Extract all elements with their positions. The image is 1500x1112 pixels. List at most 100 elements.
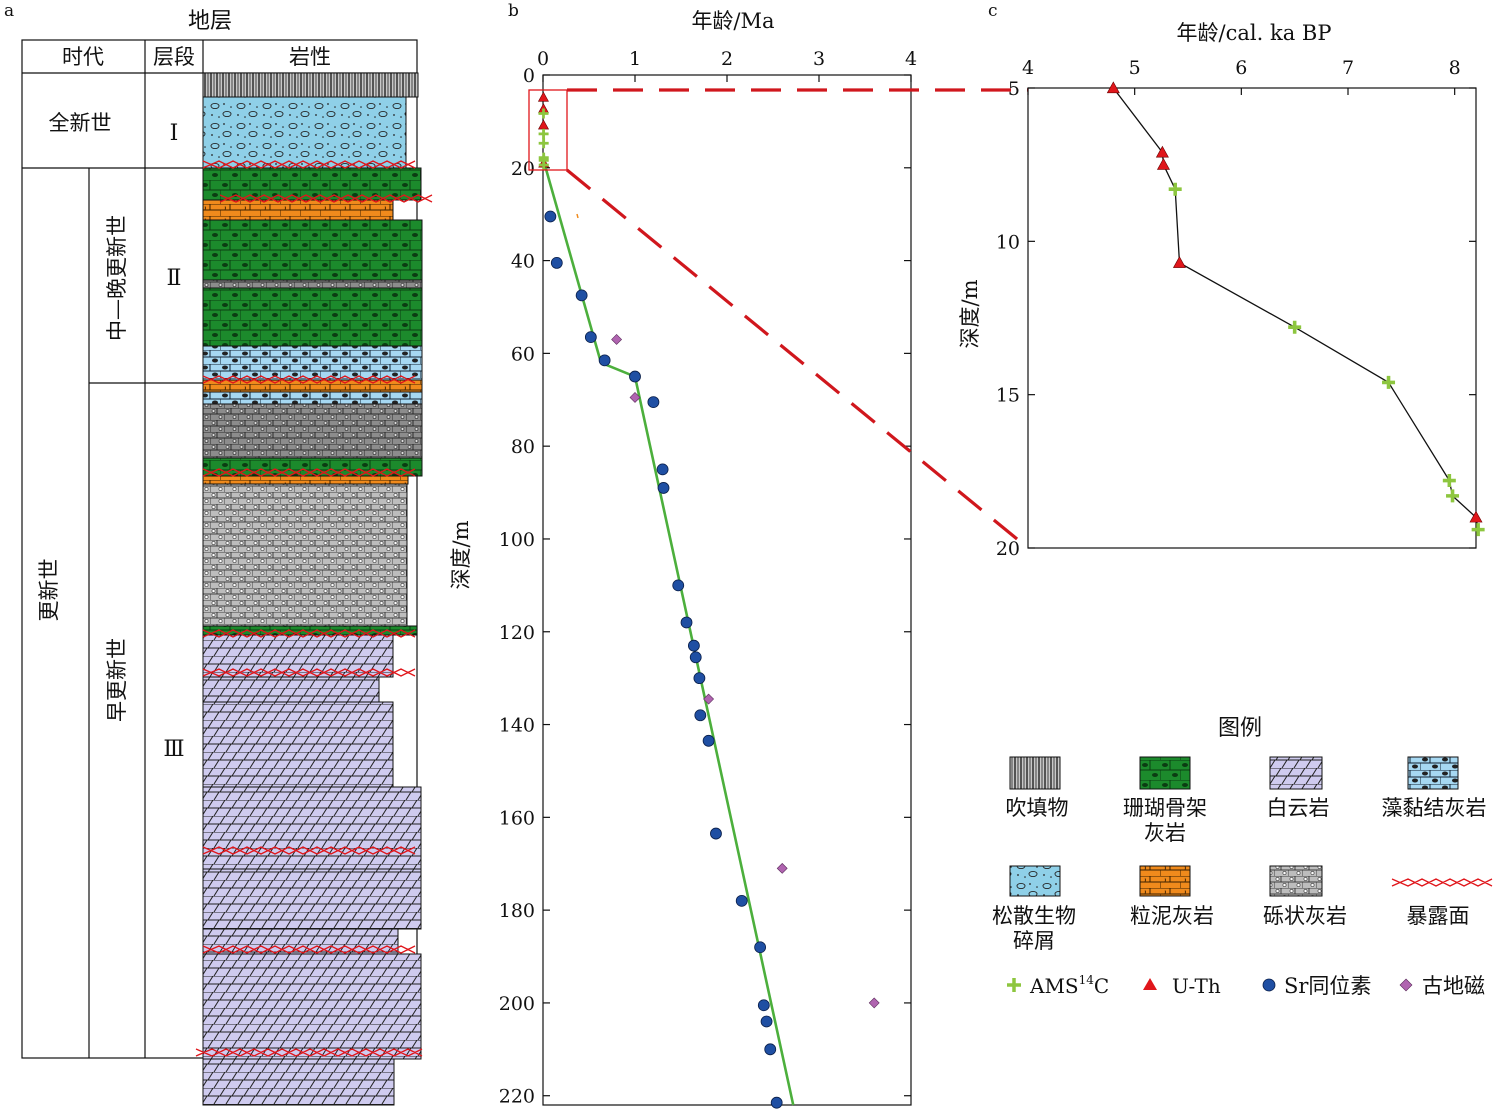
legend-marker-ams: AMS14C [1007,973,1109,998]
y-tick-label: 60 [511,343,535,365]
epoch-early-pleistocene: 早更新世 [105,638,129,722]
exposure-surface-7 [202,846,416,855]
zoom-connectors [565,88,1030,550]
legend-marker-uth-label: U-Th [1172,974,1221,998]
panel-b: b 年龄/Ma 深度/m 0 1 2 3 40204060801001201401601… [449,1,917,1109]
x-tick-label: 4 [1022,57,1034,79]
circle-point [680,616,693,629]
header-lithology: 岩性 [289,45,331,69]
layer-loose-bioclastic [202,96,407,169]
chart-b-xlabel: 年龄/Ma [691,9,774,33]
legend-label-coral: 珊瑚骨架灰岩 [1123,796,1207,845]
circle-point [764,1043,777,1056]
triangle-point [1172,256,1186,268]
diamond-point [629,392,641,403]
chart-c-ylabel: 深度/m [958,279,982,348]
layer-dolomite [202,634,394,678]
plus-point [538,128,549,139]
exposure-surfaces [195,160,433,1057]
layer-wackestone [202,475,409,485]
zoom-connector-bottom [565,168,1030,550]
header-unit: 层段 [153,45,195,69]
unit-3: Ⅲ [163,737,184,762]
exposure-surface-3 [202,375,416,384]
circle-point [694,709,707,722]
layer-fill [202,72,419,98]
triangle-point [537,119,550,130]
y-tick-label: 0 [523,65,535,87]
legend-label-wackestone: 粒泥灰岩 [1130,904,1214,928]
layer-rudstone [202,279,423,289]
epoch-mid-late-pleistocene: 中—晚更新世 [105,215,129,341]
lithology-column [202,72,423,1106]
chart-b-frame [542,74,912,1106]
exposure-surface-9 [195,1048,423,1057]
panel-label-b: b [508,1,519,21]
circle-point [584,331,597,344]
x-tick-label: 1 [629,48,641,70]
legend-marker-sr-label: Sr同位素 [1284,974,1371,998]
layer-dolomite [202,786,422,870]
layer-algal-bound [202,345,423,381]
layer-dolomite [202,701,394,788]
plus-point [1168,182,1182,196]
legend-swatch-fill [1009,756,1061,790]
unit-2: Ⅱ [167,266,182,291]
header-era: 时代 [62,45,104,69]
legend-marker-paleomag: 古地磁 [1399,974,1485,998]
exposure-surface-1 [202,160,416,169]
plus-point [1382,375,1396,389]
legend-label-dolomite: 白云岩 [1267,796,1330,820]
strat-title: 地层 [188,9,232,34]
layer-coral [202,287,423,347]
chart-c-line [1112,87,1479,530]
layer-dolomite [202,1058,395,1106]
exposure-surface-4 [202,468,416,477]
x-tick-label: 5 [1129,57,1141,79]
x-tick-label: 0 [537,48,549,70]
chart-c-points [1106,81,1485,537]
y-tick-label: 20 [996,538,1020,560]
legend-swatch-rudstone [1269,865,1323,897]
legend-marker-ams-label: AMS14C [1029,973,1109,998]
diamond-point [703,693,715,705]
circle-point [672,579,685,592]
circle-point [544,210,557,223]
legend-label-loose: 松散生物碎屑 [992,904,1076,953]
y-tick-label: 100 [499,529,535,551]
layer-wackestone [202,199,394,221]
circle-point [754,941,767,954]
circle-point [760,1015,773,1028]
circle-point [693,672,706,685]
diamond-point [868,997,880,1009]
y-tick-label: 40 [511,251,535,273]
triangle-point [1156,158,1170,170]
panel-label-a: a [4,1,14,21]
epoch-pleistocene: 更新世 [37,559,61,622]
plus-point [1442,474,1456,488]
layer-algal-bound [202,391,423,405]
layer-coral [202,219,423,281]
unit-1: Ⅰ [170,121,179,146]
circle-point [629,370,641,383]
circle-point [657,482,670,494]
plus-point [1446,489,1460,503]
chart-b-highlight-box [528,89,568,171]
circle-point [656,463,669,476]
legend-swatch-algal [1407,756,1459,790]
circle-point [689,651,702,664]
y-tick-label: 10 [996,231,1020,253]
legend-swatch-wackestone [1139,865,1191,897]
layer-rudstone [202,403,423,459]
circle-point [710,827,722,840]
legend-label-exposure: 暴露面 [1407,904,1470,928]
y-tick-label: 80 [511,436,535,458]
legend-marker-uth: U-Th [1143,974,1221,998]
circle-point [575,289,588,302]
x-tick-label: 7 [1342,57,1354,79]
panel-label-c: c [988,1,998,21]
